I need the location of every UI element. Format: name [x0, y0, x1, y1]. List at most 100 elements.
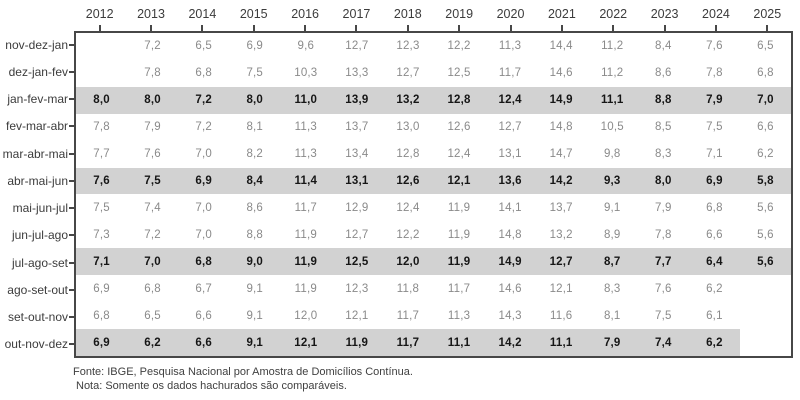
year-header: 2020	[496, 7, 525, 21]
table-cell: 8,1	[246, 121, 264, 134]
year-header: 2024	[702, 7, 730, 21]
y-axis-tick	[69, 343, 74, 346]
table-cell: 11,7	[396, 336, 420, 349]
year-header: 2019	[445, 7, 474, 21]
table-cell: 7,9	[144, 121, 161, 134]
x-axis-tick	[406, 25, 409, 31]
table-cell: 11,9	[447, 255, 471, 268]
table-cell: 12,7	[396, 67, 420, 80]
row-label-cell: mai-jun-jul	[0, 195, 74, 222]
table-cell: 7,9	[655, 201, 672, 214]
table-cell: 7,4	[144, 201, 161, 214]
table-cell: 13,7	[345, 121, 369, 134]
table-cell: 8,4	[246, 175, 264, 188]
table-cell: 11,7	[294, 201, 317, 214]
table-cell: 8,0	[144, 94, 161, 107]
table-cell: 6,5	[144, 309, 161, 322]
table-cell: 7,2	[195, 121, 212, 134]
table-cell: 8,3	[655, 148, 672, 161]
table-cell: 7,0	[195, 148, 212, 161]
table-cell: 11,9	[294, 255, 318, 268]
x-axis-tick	[663, 25, 666, 31]
table-cell: 7,7	[93, 148, 110, 161]
y-axis-tick	[69, 234, 74, 237]
y-axis-tick	[69, 43, 74, 46]
row-label: fev-mar-abr	[5, 119, 68, 134]
table-cell: 6,6	[195, 309, 212, 322]
y-axis-tick	[69, 152, 74, 155]
table-cell: 6,9	[246, 40, 264, 53]
row-label: jul-ago-set	[11, 255, 68, 270]
table-cell: 11,9	[447, 201, 471, 214]
y-axis-tick	[69, 98, 74, 101]
table-cell: 9,3	[603, 175, 621, 188]
source-line: Fonte: IBGE, Pesquisa Nacional por Amost…	[73, 366, 413, 378]
y-axis-tick	[69, 179, 74, 182]
table-cell: 7,5	[706, 121, 723, 134]
table-row: 7,6 7,5 6,9 8,4 11,4 13,1 12,6 12,1 13,6 14,2 9,3 8…	[76, 167, 791, 195]
table-cell: 7,9	[603, 336, 621, 349]
table-row: 6,8 6,5 6,6 9,1 12,0 12,1 11,7 11,3 14,3 11,6 8,1 7…	[76, 302, 791, 329]
table-row: 7,7 7,6 7,0 8,2 11,3 13,4 12,8 12,4 13,1 14,7 9,8 8…	[76, 141, 791, 168]
row-label: set-out-nov	[7, 310, 68, 325]
table-cell: 6,6	[195, 336, 212, 349]
table-cell: 14,8	[549, 121, 573, 134]
table-cell: 6,5	[195, 40, 212, 53]
row-label: ago-set-out	[7, 282, 68, 297]
table-row: 7,2 6,5 6,9 9,6 12,7 12,3 12,2 11,3 14,4 11,2 8,4 7…	[76, 33, 791, 60]
table-cell: 13,2	[549, 228, 573, 241]
table-cell: 11,1	[600, 94, 624, 107]
row-label: out-nov-dez	[4, 337, 68, 352]
table-cell: 6,4	[706, 255, 723, 268]
row-label-cell: abr-mai-jun	[0, 167, 74, 194]
table-cell: 7,3	[93, 228, 110, 241]
table-cell: 12,7	[549, 255, 573, 268]
table-cell: 8,5	[655, 121, 672, 134]
table-row: 7,8 7,9 7,2 8,1 11,3 13,7 13,0 12,6 12,7 14,8 10,5…	[76, 114, 791, 141]
table-cell: 14,4	[549, 40, 573, 53]
row-label-cell: ago-set-out	[0, 276, 74, 303]
table-cell: 7,7	[655, 255, 672, 268]
table-cell: 8,0	[93, 94, 110, 107]
row-label-cell: jul-ago-set	[0, 249, 74, 276]
year-header: 2016	[291, 7, 319, 21]
table-cell: 11,3	[294, 148, 317, 161]
table-cell: 11,1	[549, 336, 573, 349]
table-cell: 14,2	[498, 336, 522, 349]
table-cell: 12,7	[498, 121, 522, 134]
year-header: 2022	[599, 7, 628, 21]
year-header-cell: 2024	[690, 7, 741, 31]
table-cell: 8,3	[603, 282, 621, 295]
table-cell: 11,4	[294, 175, 318, 188]
table-cell: 12,6	[396, 175, 420, 188]
highlight-band	[76, 86, 791, 114]
table-cell: 8,2	[246, 148, 264, 161]
table-cell: 14,3	[498, 309, 522, 322]
table-cell: 9,1	[603, 201, 621, 214]
table-cell: 7,8	[706, 67, 723, 80]
row-label: abr-mai-jun	[7, 173, 68, 188]
row-label: jan-fev-mar	[7, 92, 68, 107]
table-cell: 11,9	[294, 228, 317, 241]
table-cell: 6,8	[706, 201, 723, 214]
table-cell: 6,9	[195, 175, 212, 188]
table-cell: 12,2	[396, 228, 420, 241]
table-cell: 12,7	[345, 40, 369, 53]
table-cell: 11,7	[498, 67, 522, 80]
y-axis-tick	[69, 125, 74, 128]
x-axis-tick	[355, 25, 358, 31]
year-header-cell: 2025	[742, 7, 793, 31]
year-header: 2012	[85, 7, 114, 21]
table-cell: 7,2	[195, 94, 212, 107]
table-cell: 12,3	[396, 40, 420, 53]
table-cell: 12,5	[345, 255, 369, 268]
year-header: 2018	[393, 7, 422, 21]
table-cell: 6,2	[144, 336, 161, 349]
table-cell: 14,6	[549, 67, 573, 80]
x-axis-tick	[201, 25, 204, 31]
table-row: 6,9 6,8 6,7 9,1 11,9 12,3 11,8 11,7 14,6 12,1 8,3 7…	[76, 275, 791, 302]
table-cell: 7,2	[144, 40, 161, 53]
table-cell: 6,8	[144, 282, 161, 295]
table-cell: 11,1	[447, 336, 471, 349]
row-label-cell: out-nov-dez	[0, 331, 74, 358]
